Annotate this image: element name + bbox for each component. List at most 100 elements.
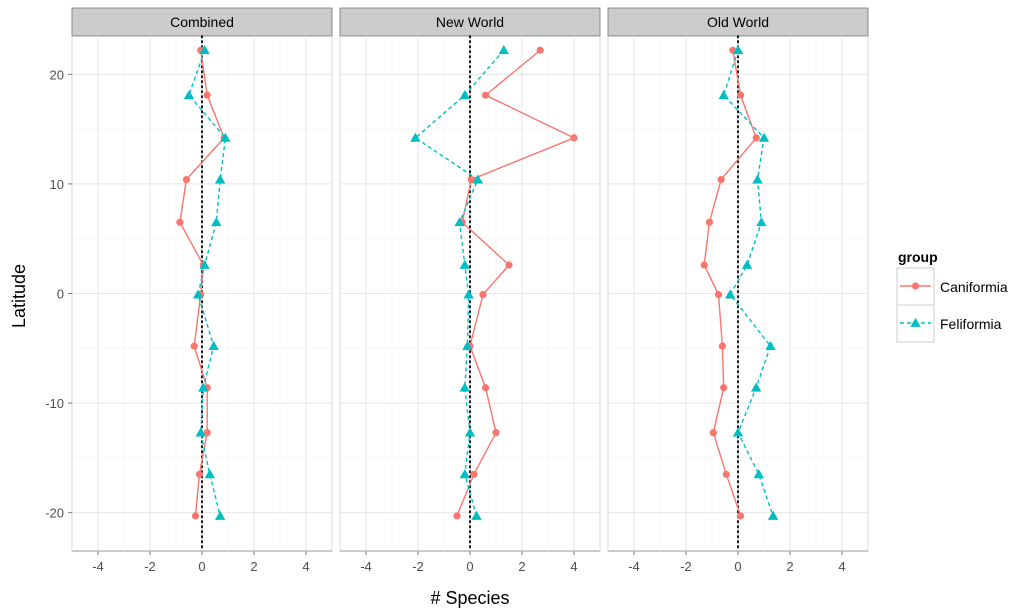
data-point — [714, 290, 723, 299]
series-caniformia — [700, 46, 760, 520]
x-tick-label: 0 — [734, 559, 741, 574]
series-line — [414, 49, 505, 517]
x-tick-label: 4 — [570, 559, 577, 574]
x-axis: -4 -2 0 2 4 — [628, 551, 846, 574]
data-point — [454, 217, 465, 227]
data-point — [741, 259, 753, 269]
data-point — [220, 132, 231, 142]
y-tick-label: -10 — [45, 396, 64, 411]
data-point — [482, 384, 490, 392]
x-tick-label: -4 — [92, 559, 104, 574]
data-point — [459, 259, 470, 269]
data-point — [765, 340, 776, 350]
data-point — [505, 261, 513, 269]
data-point — [204, 469, 215, 479]
data-point — [410, 132, 421, 142]
data-point — [464, 427, 476, 437]
legend-label-caniformia: Caniformia — [940, 279, 1008, 295]
data-point — [203, 91, 211, 99]
x-tick-label: 2 — [250, 559, 257, 574]
y-tick-label: 10 — [50, 177, 64, 192]
facet-strip-label: New World — [436, 14, 504, 30]
x-tick-label: 4 — [302, 559, 309, 574]
x-tick-label: -2 — [680, 559, 692, 574]
data-point — [459, 382, 470, 392]
x-tick-label: 2 — [786, 559, 793, 574]
data-point — [536, 46, 544, 54]
data-point — [211, 217, 222, 227]
data-point — [462, 340, 473, 350]
x-tick-label: -2 — [412, 559, 424, 574]
data-point — [737, 91, 745, 99]
x-axis: -4 -2 0 2 4 — [92, 551, 310, 574]
data-point — [215, 174, 226, 184]
data-point — [215, 510, 226, 520]
series-feliformia — [183, 45, 231, 520]
facet-strip — [339, 7, 601, 37]
y-axis-title: Latitude — [9, 264, 29, 328]
data-point — [176, 218, 184, 226]
series-line — [703, 50, 757, 517]
data-point — [182, 175, 190, 184]
data-point — [570, 134, 578, 142]
series-feliformia — [718, 45, 779, 520]
data-point — [191, 512, 200, 520]
data-point — [756, 217, 767, 227]
data-point — [459, 469, 470, 479]
data-point — [718, 342, 727, 350]
x-tick-label: -4 — [360, 559, 372, 574]
legend-title: group — [898, 249, 938, 265]
legend-label-feliformia: Feliformia — [940, 316, 1002, 332]
data-point — [472, 174, 483, 184]
legend-key-marker — [911, 282, 920, 290]
x-tick-label: 4 — [838, 559, 845, 574]
y-tick-label: 20 — [50, 67, 64, 82]
data-point — [705, 218, 714, 226]
facet-strip — [71, 7, 333, 37]
data-point — [203, 429, 211, 437]
panel-combined: Combined -4 -2 0 2 4 — [71, 7, 333, 574]
panel-new-world: New World -4 -2 0 2 4 — [339, 7, 601, 574]
data-point — [752, 134, 760, 142]
data-point — [718, 89, 729, 100]
data-point — [717, 175, 725, 184]
data-point — [470, 470, 478, 478]
data-point — [722, 470, 730, 478]
data-point — [183, 89, 195, 100]
facet-strip-label: Old World — [707, 14, 769, 30]
data-point — [453, 512, 461, 520]
facet-strip-label: Combined — [170, 14, 234, 30]
data-point — [753, 469, 764, 479]
data-point — [467, 175, 475, 184]
data-point — [199, 259, 210, 269]
x-tick-label: -2 — [144, 559, 156, 574]
data-point — [732, 427, 744, 437]
data-point — [767, 510, 779, 520]
x-tick-label: 2 — [518, 559, 525, 574]
data-point — [208, 340, 219, 350]
x-tick-label: 0 — [466, 559, 473, 574]
series-caniformia — [453, 46, 578, 520]
x-axis-title: # Species — [430, 588, 509, 608]
series-line — [722, 50, 774, 517]
data-point — [758, 132, 770, 142]
data-point — [492, 429, 500, 437]
data-point — [198, 382, 209, 392]
x-tick-label: 0 — [198, 559, 205, 574]
y-axis: 20 10 0 -10 -20 — [45, 67, 72, 521]
gridlines — [607, 36, 869, 551]
data-point — [459, 89, 470, 100]
data-point — [737, 512, 745, 520]
series-feliformia — [410, 45, 509, 520]
x-tick-label: -4 — [628, 559, 640, 574]
data-point — [752, 174, 763, 184]
data-point — [732, 45, 744, 55]
legend-key-marker — [910, 317, 921, 327]
data-point — [471, 510, 482, 520]
data-point — [720, 384, 728, 392]
data-point — [192, 289, 204, 299]
data-point — [195, 427, 206, 437]
panel-old-world: Old World -4 -2 0 2 4 — [607, 7, 869, 574]
series-line — [188, 50, 227, 517]
